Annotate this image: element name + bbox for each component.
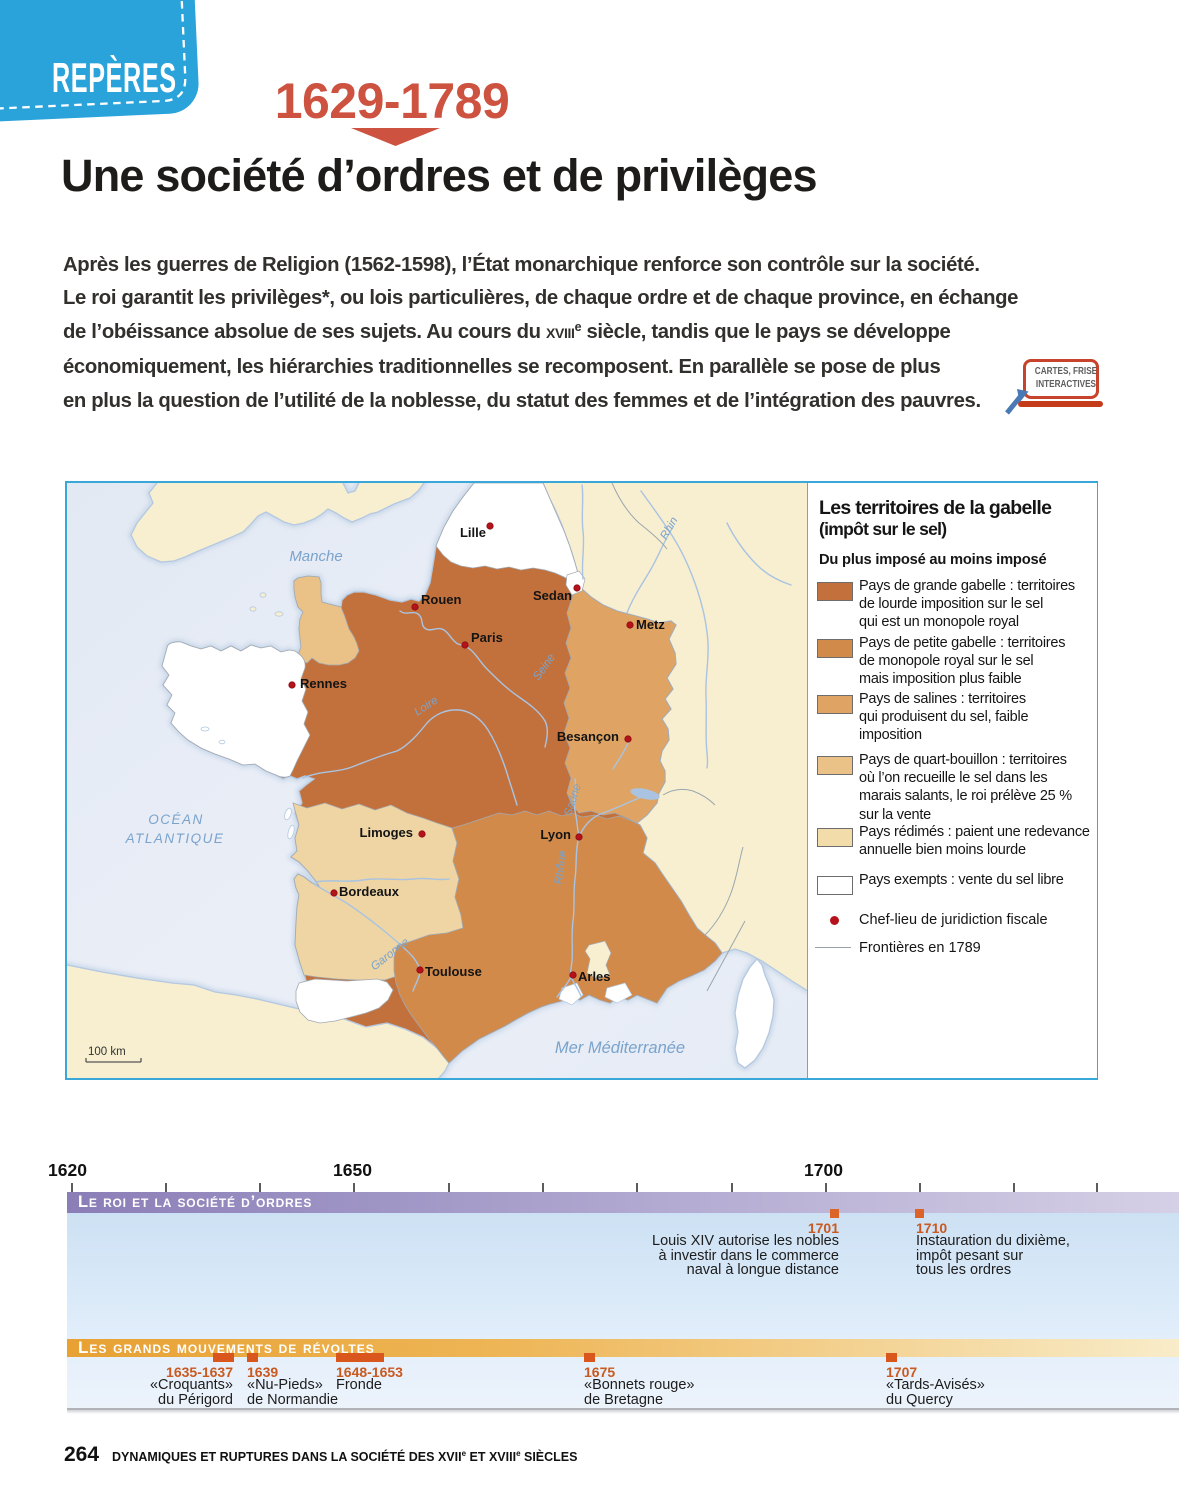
svg-text:Limoges: Limoges [360,825,413,840]
svg-text:Rouen: Rouen [421,592,462,607]
svg-text:Sedan: Sedan [533,588,572,603]
svg-text:Lille: Lille [460,525,486,540]
svg-text:Toulouse: Toulouse [425,964,482,979]
svg-text:OCÉAN: OCÉAN [148,812,204,827]
svg-text:Rhône: Rhône [553,850,569,885]
svg-text:Bordeaux: Bordeaux [339,884,400,899]
svg-text:Paris: Paris [471,630,503,645]
svg-text:100 km: 100 km [88,1046,126,1058]
svg-text:Mer Méditerranée: Mer Méditerranée [555,1039,685,1057]
svg-text:Metz: Metz [636,617,665,632]
svg-text:Manche: Manche [289,548,342,565]
svg-text:Rennes: Rennes [300,676,347,691]
svg-text:ATLANTIQUE: ATLANTIQUE [125,831,225,846]
svg-text:Arles: Arles [578,969,611,984]
svg-text:Besançon: Besançon [557,729,619,744]
svg-text:Lyon: Lyon [540,827,571,842]
